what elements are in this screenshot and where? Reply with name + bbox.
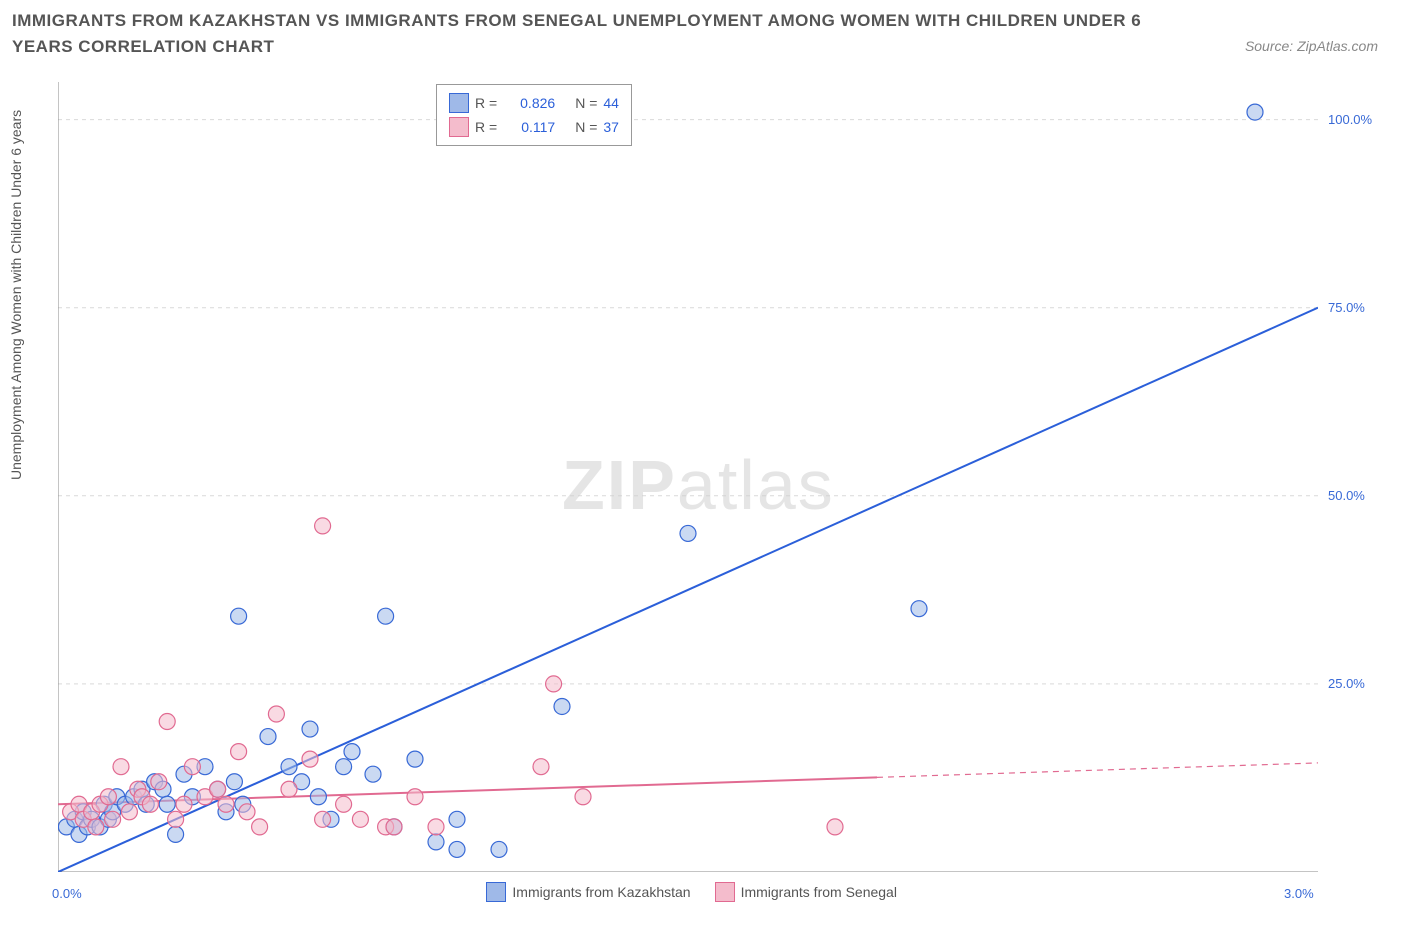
r-value: 0.826: [503, 95, 555, 111]
y-tick-label: 100.0%: [1328, 112, 1372, 127]
series-legend-item: Immigrants from Kazakhstan: [486, 882, 690, 902]
series-legend: Immigrants from Kazakhstan Immigrants fro…: [486, 882, 897, 902]
x-tick-label: 0.0%: [52, 886, 82, 901]
source-name: ZipAtlas.com: [1297, 38, 1378, 54]
y-tick-label: 25.0%: [1328, 676, 1365, 691]
scatter-chart: [58, 82, 1318, 872]
correlation-legend: R = 0.826 N = 44 R = 0.117 N = 37: [436, 84, 632, 146]
source-prefix: Source:: [1245, 38, 1297, 54]
r-label: R =: [475, 119, 497, 135]
legend-row: R = 0.826 N = 44: [449, 91, 619, 115]
n-value: 44: [603, 95, 619, 111]
chart-title: IMMIGRANTS FROM KAZAKHSTAN VS IMMIGRANTS…: [12, 8, 1176, 59]
legend-swatch: [449, 93, 469, 113]
n-label: N =: [575, 95, 597, 111]
y-tick-label: 75.0%: [1328, 300, 1365, 315]
y-axis-label: Unemployment Among Women with Children U…: [8, 110, 24, 480]
r-label: R =: [475, 95, 497, 111]
series-legend-label: Immigrants from Senegal: [741, 884, 897, 900]
n-label: N =: [575, 119, 597, 135]
n-value: 37: [603, 119, 619, 135]
y-tick-label: 50.0%: [1328, 488, 1365, 503]
r-value: 0.117: [503, 119, 555, 135]
chart-area: ZIPatlas R = 0.826 N = 44 R = 0.117 N = …: [58, 82, 1318, 872]
legend-swatch: [715, 882, 735, 902]
legend-row: R = 0.117 N = 37: [449, 115, 619, 139]
legend-swatch: [449, 117, 469, 137]
source-attribution: Source: ZipAtlas.com: [1245, 38, 1378, 54]
series-legend-item: Immigrants from Senegal: [715, 882, 897, 902]
x-tick-label: 3.0%: [1284, 886, 1314, 901]
legend-swatch: [486, 882, 506, 902]
series-legend-label: Immigrants from Kazakhstan: [512, 884, 690, 900]
